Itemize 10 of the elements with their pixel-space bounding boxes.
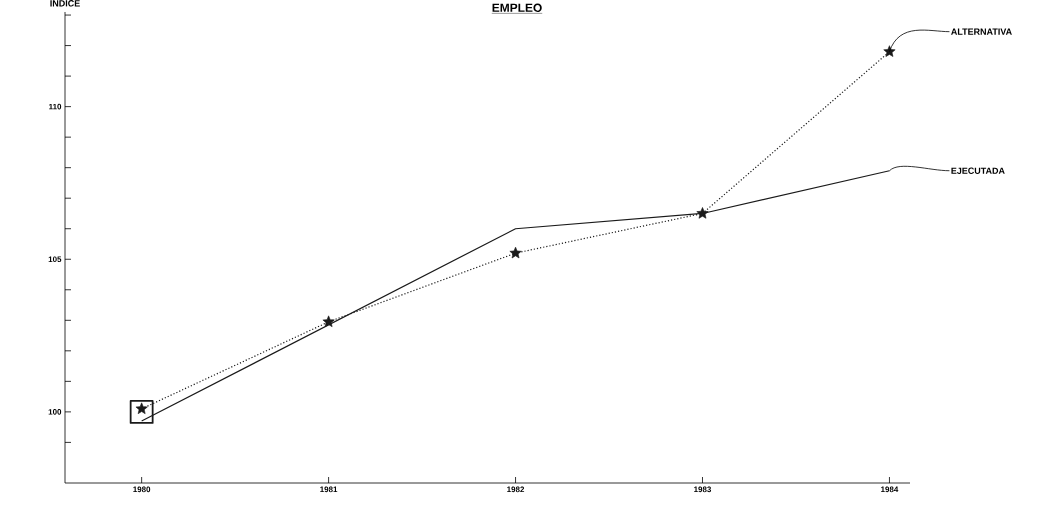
point — [883, 45, 896, 57]
point — [696, 207, 709, 219]
point — [129, 399, 154, 424]
text: EJECUTADA — [951, 167, 1005, 174]
y-axis-title: INDICE — [50, 0, 80, 7]
text: ALTERNATIVA — [951, 28, 1012, 35]
point — [509, 246, 522, 259]
point — [322, 315, 335, 327]
point — [135, 402, 148, 414]
chart-title: EMPLEO — [492, 3, 542, 12]
